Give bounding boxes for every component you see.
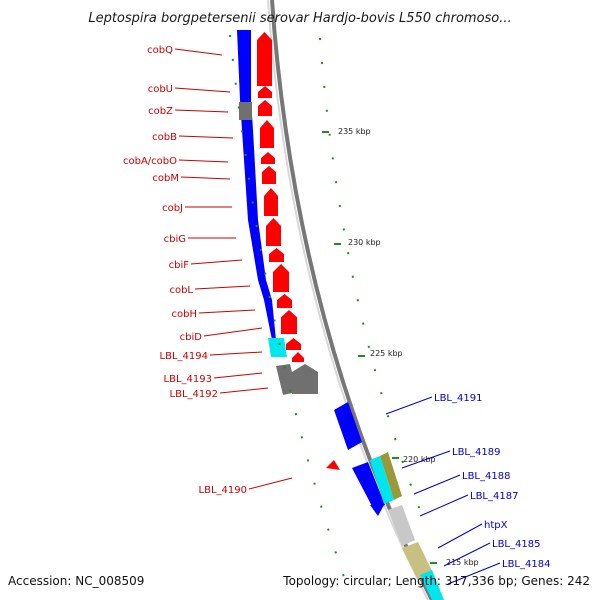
leader-line-fwd-3 <box>178 135 234 139</box>
forward-gene-0 <box>257 32 272 86</box>
tick-label-0: 235 kbp <box>338 127 371 136</box>
forward-gene-3 <box>260 120 274 148</box>
LBL_4189-gene <box>352 462 385 510</box>
leader-line-fwd-0 <box>174 48 223 56</box>
backbone <box>267 0 434 600</box>
gene-label-cobh: cobH <box>172 309 197 320</box>
leader-line-fwd-4 <box>178 159 229 163</box>
forward-gene-12 <box>286 338 301 350</box>
gene-label-cobl: cobL <box>169 285 193 296</box>
forward-gene-6 <box>264 188 278 216</box>
gene-label-lbl-4190: LBL_4190 <box>199 485 247 496</box>
backbone-outer <box>270 0 434 600</box>
gene-label-lbl-4193: LBL_4193 <box>164 374 212 385</box>
gene-label-cbig: cbiG <box>164 234 186 245</box>
LBL_4191-gene <box>334 402 362 450</box>
backbone-inner <box>267 0 429 600</box>
gene-label-lbl-4189: LBL_4189 <box>452 447 500 458</box>
gene-label-cobm: cobM <box>152 173 179 184</box>
gene-label-lbl-4188: LBL_4188 <box>462 471 510 482</box>
forward-gene-5 <box>262 166 276 184</box>
right-dotted-guide <box>319 37 421 511</box>
genome-summary-text: Topology: circular; Length: 317,336 bp; … <box>282 574 590 588</box>
leader-line-fwd-5 <box>180 176 231 180</box>
leader-line-rev-0 <box>385 396 433 415</box>
leader-line-rev-5 <box>443 542 491 567</box>
gene-label-lbl-4185: LBL_4185 <box>492 539 540 550</box>
tick-label-4: 215 kbp <box>446 558 479 567</box>
leader-line-fwd-8 <box>190 259 243 265</box>
forward-gene-10 <box>277 294 292 308</box>
gene-label-cbid: cbiD <box>180 332 203 343</box>
leader-line-rev-6 <box>447 562 501 585</box>
leader-line-fwd-12 <box>209 351 263 356</box>
leader-line-fwd-11 <box>203 327 263 337</box>
gene-label-coba-cobo: cobA/cobO <box>123 156 177 167</box>
tick-label-2: 225 kbp <box>370 349 403 358</box>
leader-line-fwd-14 <box>219 387 269 394</box>
forward-gene-1 <box>258 86 272 98</box>
gene-label-cobz: cobZ <box>148 106 173 117</box>
forward-gene-9 <box>273 264 289 292</box>
LBL_4187-gene <box>388 505 415 546</box>
gene-label-lbl-4187: LBL_4187 <box>470 491 518 502</box>
gene-label-lbl-4192: LBL_4192 <box>170 389 218 400</box>
LBL_4184-gene <box>420 570 444 600</box>
reverse-strand-track <box>237 30 444 600</box>
gene-label-cobj: cobJ <box>162 203 183 214</box>
forward-strand-track <box>257 32 340 470</box>
tick-label-1: 230 kbp <box>348 238 381 247</box>
accession-text: Accession: NC_008509 <box>8 574 144 588</box>
htpX-gene <box>402 542 434 580</box>
gene-labels: cobQ cobU cobZ cobB cobA/cobO cobM cobJ cbiG cbi… <box>123 45 550 585</box>
leader-line-fwd-10 <box>198 309 256 314</box>
gene-label-lbl-4184: LBL_4184 <box>502 559 550 570</box>
forward-gene-8 <box>269 248 284 262</box>
cbiD-cyan-block <box>268 338 287 357</box>
LBL_4188-gene <box>370 505 384 516</box>
gene-label-cobu: cobU <box>148 84 173 95</box>
tick-marks: 235 kbp 230 kbp 225 kbp 220 kbp 215 kbp <box>322 127 479 567</box>
forward-gene-7 <box>266 218 281 246</box>
leader-line-fwd-1 <box>174 87 231 93</box>
forward-gene-13 <box>292 352 304 362</box>
gene-label-cbif: cbiF <box>169 260 190 271</box>
leader-line-rev-4 <box>437 523 483 549</box>
forward-gene-4 <box>261 152 275 164</box>
leader-line-rev-1 <box>401 450 451 469</box>
forward-gene-11 <box>281 310 297 334</box>
leader-line-fwd-2 <box>174 109 229 113</box>
gene-label-htpx: htpX <box>484 520 508 531</box>
leader-line-fwd-13 <box>213 372 263 379</box>
gene-label-cobq: cobQ <box>147 45 173 56</box>
forward-gene-2 <box>258 100 272 116</box>
leader-line-fwd-9 <box>194 285 251 290</box>
gene-label-cobb: cobB <box>152 132 177 143</box>
tick-label-3: 220 kbp <box>403 455 436 464</box>
olive-feature <box>380 452 402 500</box>
leader-line-fwd-15 <box>248 477 293 490</box>
gene-label-lbl-4191: LBL_4191 <box>434 393 482 404</box>
gene-label-lbl-4194: LBL_4194 <box>160 351 208 362</box>
cobZ-reverse-block <box>239 102 252 120</box>
forward-gene-14 <box>292 364 318 394</box>
map-title: Leptospira borgpetersenii serovar Hardjo… <box>88 11 511 26</box>
LBL_4192-gray-block <box>276 364 297 395</box>
leader-line-rev-3 <box>419 494 469 517</box>
leader-line-rev-2 <box>413 474 461 495</box>
cyan-feature <box>370 456 394 504</box>
LBL_4190-gene <box>326 460 340 470</box>
